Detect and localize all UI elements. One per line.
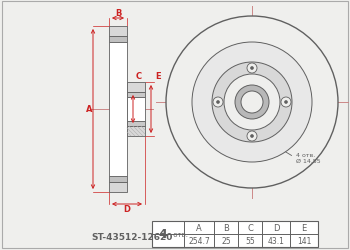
Text: C: C [247,223,253,232]
Circle shape [247,132,257,141]
Text: A: A [196,223,202,232]
Bar [127,122,145,126]
Circle shape [247,64,257,74]
Bar [109,37,127,43]
Text: C: C [136,72,142,81]
Text: B: B [223,223,229,232]
Circle shape [192,43,312,162]
Text: B: B [115,10,121,18]
Text: A: A [86,105,92,114]
Text: D: D [273,223,279,232]
Circle shape [235,86,269,119]
Circle shape [251,67,253,70]
Text: E: E [155,72,161,81]
Circle shape [166,17,338,188]
Bar [109,182,127,192]
Bar [127,98,145,122]
Circle shape [251,135,253,138]
Text: ST-43512-12620: ST-43512-12620 [91,232,172,241]
Circle shape [217,101,219,104]
Circle shape [224,75,280,130]
Text: D: D [124,205,131,214]
Circle shape [285,101,287,104]
Text: 25: 25 [221,236,231,245]
Bar [152,221,318,247]
Text: отв.: отв. [171,231,188,237]
Bar [127,93,145,98]
Text: 4: 4 [159,228,168,240]
Bar [109,176,127,182]
Bar [109,27,127,37]
Text: 4 отв.: 4 отв. [296,152,315,157]
Bar [127,126,145,136]
Text: Ø 14.55: Ø 14.55 [296,158,321,163]
Circle shape [241,92,263,114]
Circle shape [213,98,223,108]
Bar [109,43,127,176]
Bar [127,83,145,93]
Text: E: E [301,223,307,232]
Text: 141: 141 [297,236,311,245]
Text: 254.7: 254.7 [188,236,210,245]
Text: 55: 55 [245,236,255,245]
Text: 43.1: 43.1 [267,236,285,245]
Circle shape [281,98,291,108]
Circle shape [212,63,292,142]
